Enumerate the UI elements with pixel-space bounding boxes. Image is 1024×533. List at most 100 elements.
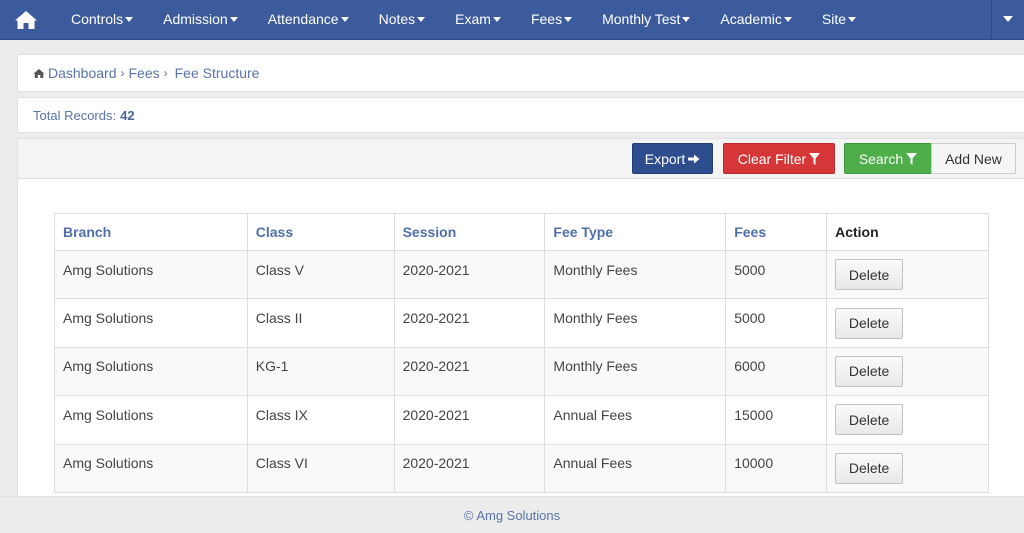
nav-item-controls[interactable]: Controls <box>56 0 148 40</box>
user-menu-toggle[interactable] <box>991 0 1024 40</box>
nav-item-site[interactable]: Site <box>807 0 871 40</box>
footer-copyright: © Amg Solutions <box>463 507 561 523</box>
column-header-class[interactable]: Class <box>246 213 395 251</box>
nav-item-fees[interactable]: Fees <box>516 0 587 40</box>
action-toolbar: Export Clear Filter Search Add New <box>18 139 1024 179</box>
arrow-right-icon <box>688 154 700 163</box>
cell-fee-type: Monthly Fees <box>544 298 727 348</box>
nav-item-exam[interactable]: Exam <box>440 0 516 40</box>
cell-session: 2020-2021 <box>393 346 546 397</box>
nav-item-academic[interactable]: Academic <box>705 0 806 40</box>
cell-branch: Amg Solutions <box>54 346 248 397</box>
search-button-label: Search <box>858 150 904 167</box>
nav-item-label: Admission <box>163 11 228 27</box>
caret-down-icon <box>417 16 426 22</box>
cell-fees: 5000 <box>725 249 828 300</box>
total-records-label: Total Records: <box>33 107 117 123</box>
cell-branch: Amg Solutions <box>54 443 248 493</box>
delete-button[interactable]: Delete <box>835 355 904 387</box>
total-records-count: 42 <box>120 107 135 123</box>
nav-menu: Controls Admission Attendance Notes Exam… <box>56 0 871 40</box>
caret-down-icon <box>783 16 792 22</box>
cell-class: Class IX <box>246 395 395 445</box>
cell-class: Class VI <box>246 443 395 493</box>
cell-class: Class II <box>246 298 395 348</box>
add-new-button-label: Add New <box>945 150 1002 167</box>
cell-class: KG-1 <box>246 346 395 397</box>
top-navbar: Controls Admission Attendance Notes Exam… <box>0 0 1024 40</box>
cell-branch: Amg Solutions <box>54 249 248 300</box>
nav-item-label: Controls <box>71 11 124 27</box>
home-icon <box>33 68 45 78</box>
delete-button[interactable]: Delete <box>835 404 904 436</box>
cell-session: 2020-2021 <box>393 298 546 348</box>
table-header-row: Branch Class Session Fee Type Fees Actio… <box>54 213 989 251</box>
cell-session: 2020-2021 <box>393 395 546 445</box>
column-header-fees[interactable]: Fees <box>725 213 828 251</box>
caret-down-icon <box>1003 16 1013 22</box>
cell-fees: 5000 <box>725 298 828 348</box>
cell-session: 2020-2021 <box>393 249 546 300</box>
nav-item-monthly-test[interactable]: Monthly Test <box>587 0 705 40</box>
fee-structure-panel: Export Clear Filter Search Add New <box>17 138 1024 498</box>
caret-down-icon <box>564 16 573 22</box>
caret-down-icon <box>848 16 857 22</box>
chevron-right-icon: › <box>120 66 125 80</box>
cell-fee-type: Monthly Fees <box>544 249 727 300</box>
cell-action: Delete <box>826 443 989 493</box>
caret-down-icon <box>229 16 238 22</box>
cell-fee-type: Annual Fees <box>544 395 727 445</box>
nav-item-label: Exam <box>455 11 491 27</box>
delete-button[interactable]: Delete <box>835 259 904 291</box>
breadcrumb-link-dashboard[interactable]: Dashboard <box>48 65 117 81</box>
breadcrumb: Dashboard › Fees › Fee Structure <box>17 54 1024 92</box>
cell-fees: 10000 <box>725 443 828 493</box>
caret-down-icon <box>125 16 134 22</box>
caret-down-icon <box>682 16 691 22</box>
cell-fee-type: Annual Fees <box>544 443 727 493</box>
add-new-button[interactable]: Add New <box>931 143 1016 174</box>
nav-item-admission[interactable]: Admission <box>148 0 253 40</box>
cell-action: Delete <box>826 249 989 300</box>
clear-filter-button-label: Clear Filter <box>737 150 807 167</box>
table-row: Amg Solutions Class V 2020-2021 Monthly … <box>54 249 989 300</box>
table-row: Amg Solutions KG-1 2020-2021 Monthly Fee… <box>54 346 989 397</box>
cell-class: Class V <box>246 249 395 300</box>
column-header-session[interactable]: Session <box>393 213 546 251</box>
column-header-fee-type[interactable]: Fee Type <box>544 213 727 251</box>
cell-fees: 6000 <box>725 346 828 397</box>
nav-item-label: Attendance <box>267 11 339 27</box>
cell-action: Delete <box>826 395 989 445</box>
fee-structure-table: Branch Class Session Fee Type Fees Actio… <box>54 213 989 493</box>
home-icon[interactable] <box>14 9 38 31</box>
export-button[interactable]: Export <box>632 143 713 174</box>
search-button[interactable]: Search <box>844 143 932 174</box>
clear-filter-button[interactable]: Clear Filter <box>723 143 835 174</box>
delete-button[interactable]: Delete <box>835 307 904 339</box>
column-header-branch[interactable]: Branch <box>54 213 248 251</box>
table-row: Amg Solutions Class II 2020-2021 Monthly… <box>54 298 989 348</box>
filter-icon <box>809 152 821 165</box>
nav-item-label: Site <box>821 11 847 27</box>
nav-item-notes[interactable]: Notes <box>364 0 441 40</box>
export-button-label: Export <box>644 150 686 167</box>
nav-item-label: Fees <box>530 11 563 27</box>
chevron-right-icon: › <box>163 66 168 80</box>
table-row: Amg Solutions Class VI 2020-2021 Annual … <box>54 443 989 493</box>
breadcrumb-link-fees[interactable]: Fees <box>128 65 160 81</box>
nav-item-label: Academic <box>720 11 782 27</box>
delete-button[interactable]: Delete <box>835 452 904 484</box>
caret-down-icon <box>492 16 501 22</box>
cell-branch: Amg Solutions <box>54 395 248 445</box>
cell-action: Delete <box>826 298 989 348</box>
column-header-action: Action <box>826 213 989 251</box>
nav-item-label: Notes <box>378 11 416 27</box>
nav-item-label: Monthly Test <box>602 11 681 27</box>
nav-item-attendance[interactable]: Attendance <box>253 0 364 40</box>
cell-fee-type: Monthly Fees <box>544 346 727 397</box>
cell-action: Delete <box>826 346 989 397</box>
cell-branch: Amg Solutions <box>54 298 248 348</box>
cell-session: 2020-2021 <box>393 443 546 493</box>
page-footer: © Amg Solutions <box>0 496 1024 533</box>
caret-down-icon <box>340 16 349 22</box>
